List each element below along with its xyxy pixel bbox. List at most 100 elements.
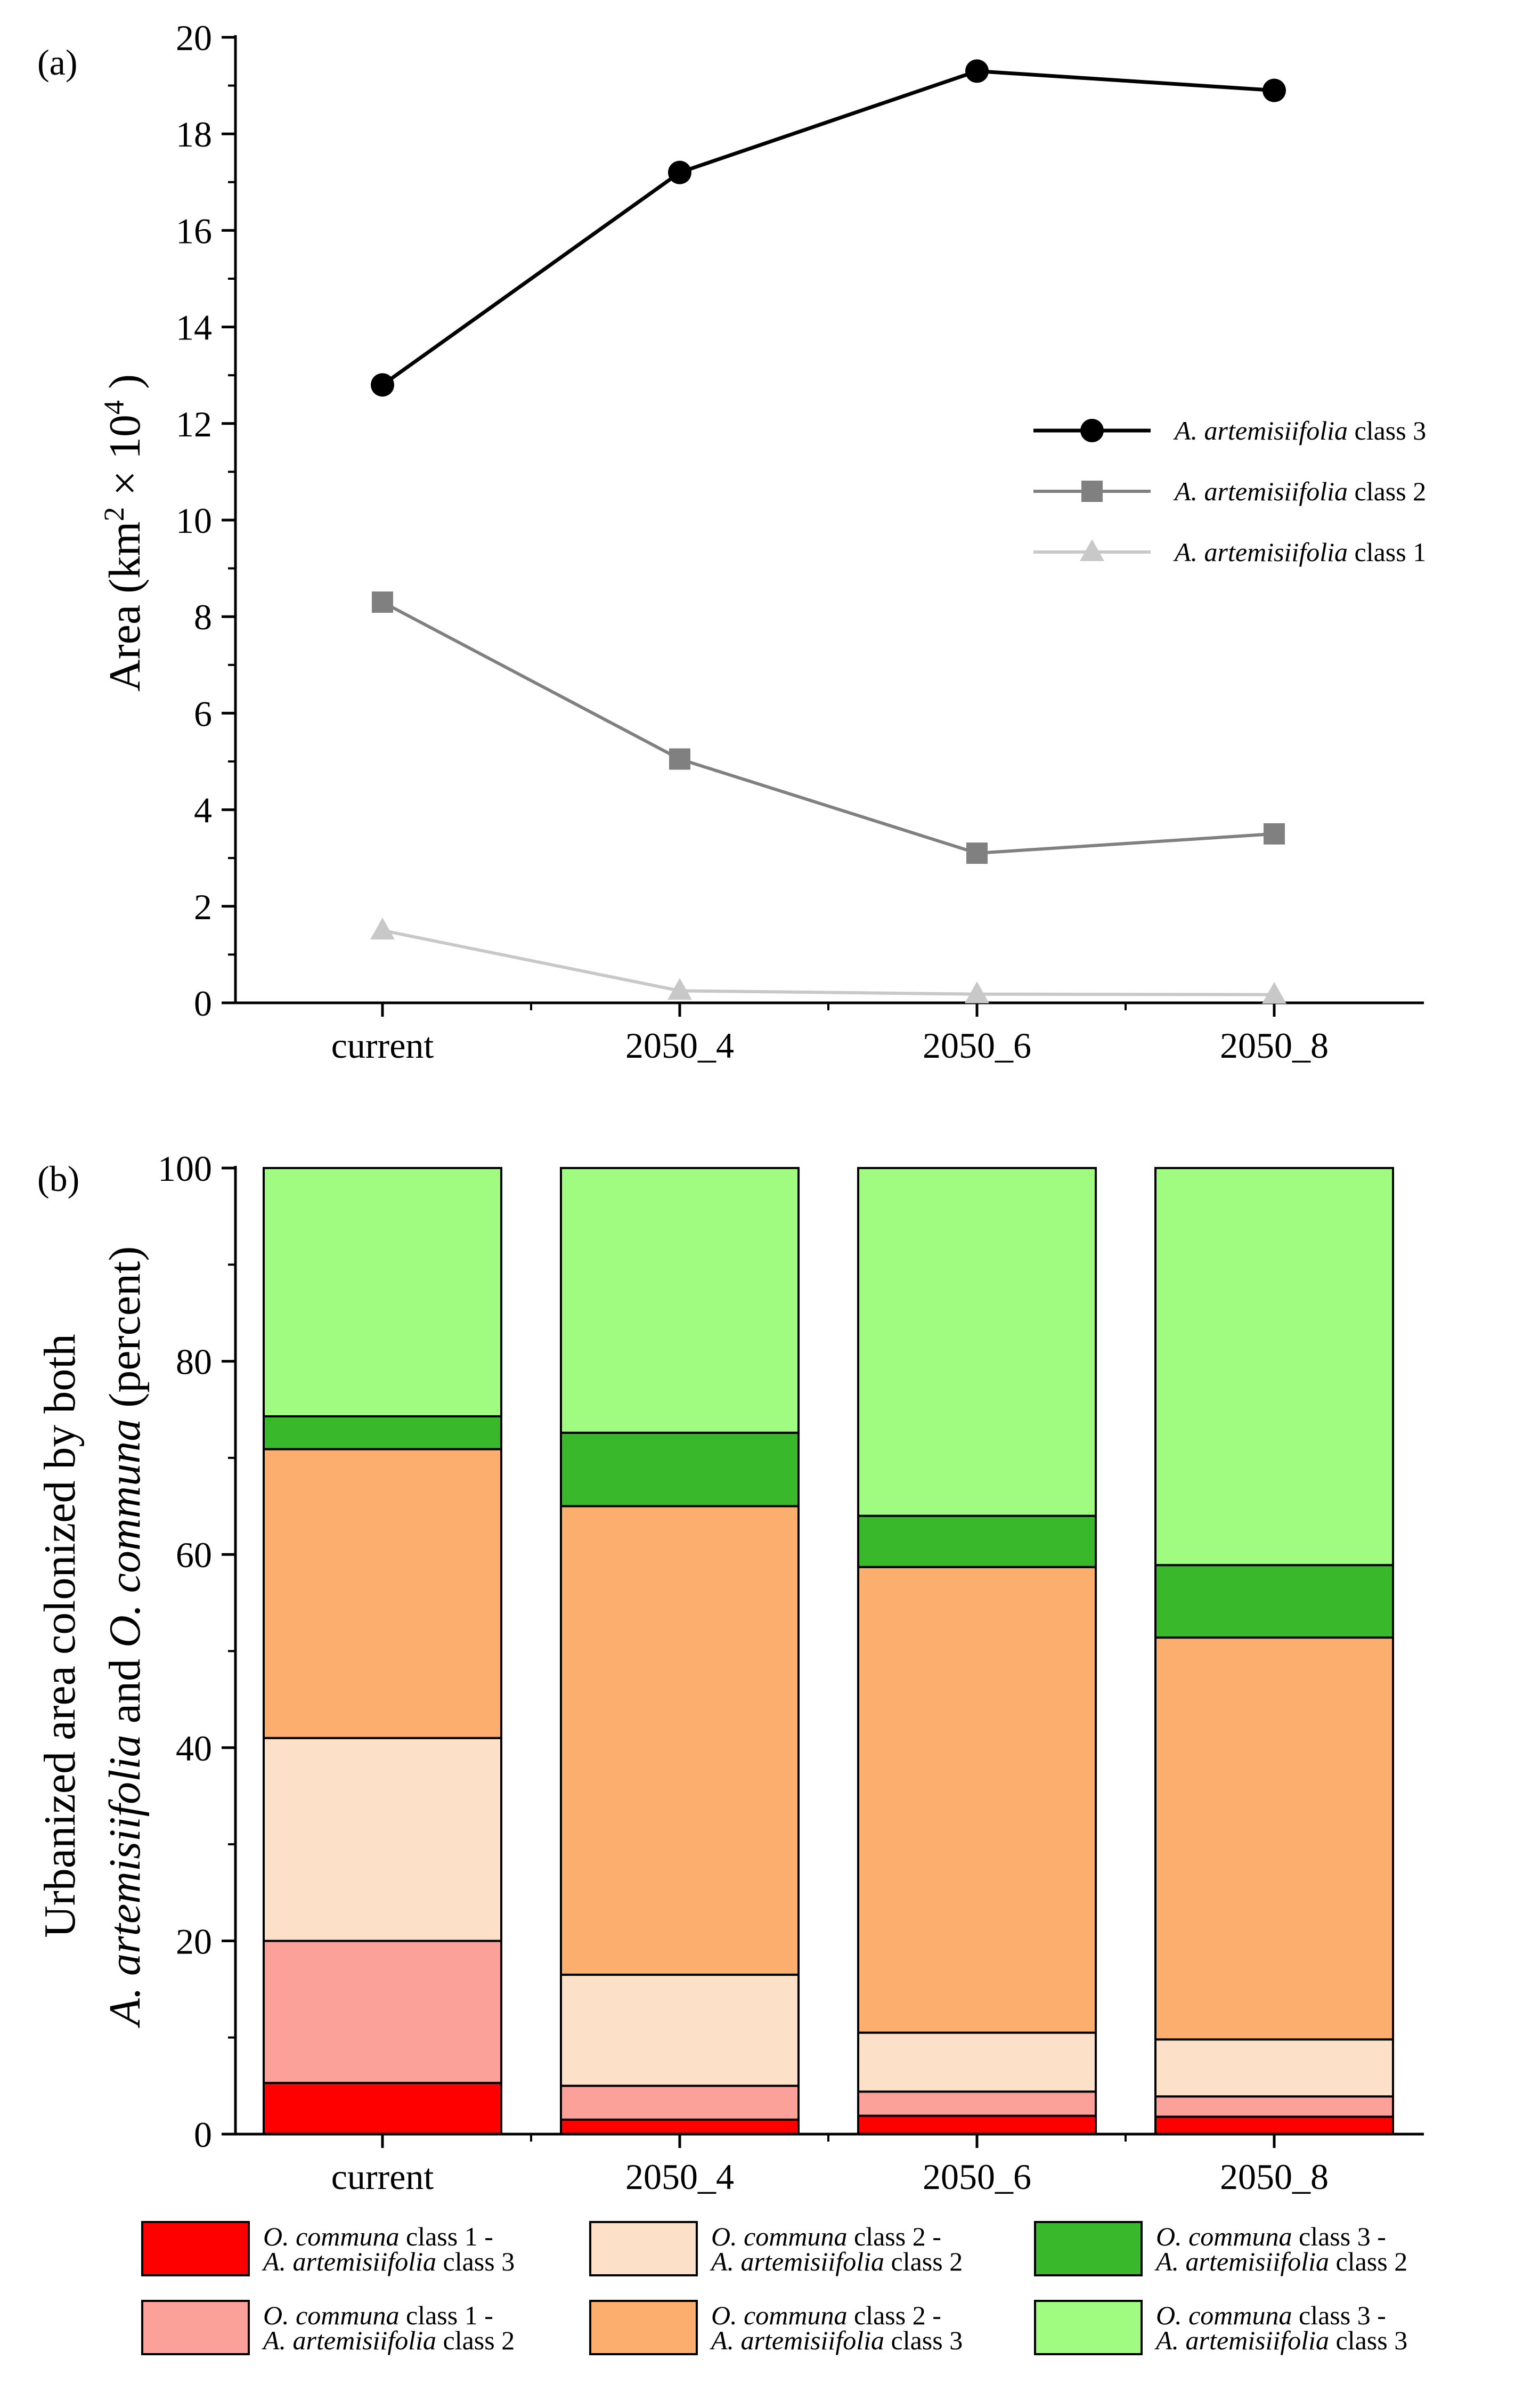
- panel-a-y-tick-label: 6: [194, 693, 212, 734]
- legend-entry: O. communa class 1 -A. artemisiifolia cl…: [141, 2221, 515, 2276]
- data-point: [668, 160, 691, 184]
- legend-swatch: [589, 2221, 698, 2276]
- bar-segment: [1154, 2038, 1394, 2098]
- panel-a-y-tick-label: 14: [176, 307, 212, 348]
- legend-swatch: [589, 2300, 698, 2355]
- data-point: [1262, 78, 1286, 102]
- panel-a-y-tick-label: 16: [176, 210, 212, 251]
- legend-marker: [1080, 419, 1104, 442]
- bar-segment: [263, 1737, 502, 1942]
- bar-segment: [560, 2118, 800, 2135]
- data-point: [966, 842, 988, 864]
- legend-label-line2: A. artemisiifolia class 2: [262, 2325, 515, 2355]
- panel-b-y-tick-label: 40: [176, 1728, 212, 1769]
- bar-segment: [263, 1940, 502, 2084]
- panel-a-y-tick-label: 18: [176, 114, 212, 155]
- data-point: [371, 373, 394, 397]
- panel-a-x-tick-label: current: [331, 1025, 434, 1066]
- legend-entry: O. communa class 1 -A. artemisiifolia cl…: [141, 2300, 515, 2355]
- panel-b-y-tick-label: 80: [176, 1342, 212, 1382]
- bar-segment: [560, 2085, 800, 2121]
- panel-a-label: (a): [37, 42, 77, 83]
- bar-segment: [1154, 1167, 1394, 1567]
- bar-segment: [857, 1566, 1097, 2034]
- panel-a-x-tick-label: 2050_6: [923, 1025, 1031, 1066]
- panel-a-y-axis-title: Area (km2 × 104 ): [98, 374, 150, 692]
- legend-label: A. artemisiifolia class 3: [1173, 416, 1426, 445]
- legend-label-line1: O. communa class 1 -: [263, 2300, 493, 2330]
- panel-b-y-tick-label: 60: [176, 1535, 212, 1575]
- legend-entry: O. communa class 3 -A. artemisiifolia cl…: [1034, 2300, 1407, 2355]
- panel-b-x-tick-label: 2050_8: [1220, 2156, 1329, 2197]
- legend-marker: [1080, 539, 1104, 561]
- bar-segment: [560, 1973, 800, 2087]
- bar-segment: [1154, 2095, 1394, 2118]
- series-line-3: [381, 69, 1275, 387]
- legend-entry: A. artemisiifolia class 1: [1033, 537, 1426, 567]
- panel-b-y-tick-label: 100: [158, 1148, 212, 1189]
- panel-b-stacked-bar-chart: (b) Urbanized area colonized by both A. …: [35, 1148, 1424, 2355]
- series-line-2: [381, 601, 1275, 855]
- data-point: [669, 748, 690, 770]
- legend-label-line2: A. artemisiifolia class 2: [710, 2247, 963, 2276]
- bar-segment: [560, 1505, 800, 1976]
- panel-b-x-tick-label: current: [331, 2156, 434, 2197]
- legend-entry: O. communa class 3 -A. artemisiifolia cl…: [1034, 2221, 1407, 2276]
- data-point: [1264, 823, 1285, 845]
- legend-entry: A. artemisiifolia class 2: [1033, 476, 1426, 506]
- panel-a-y-tick-label: 12: [176, 404, 212, 444]
- legend-marker: [1081, 481, 1103, 502]
- data-point: [1262, 982, 1286, 1004]
- data-point: [667, 978, 692, 1000]
- panel-a-y-tick-label: 2: [194, 887, 212, 927]
- legend-entry: O. communa class 2 -A. artemisiifolia cl…: [589, 2300, 963, 2355]
- legend-entry: A. artemisiifolia class 3: [1033, 416, 1426, 445]
- panel-a-y-tick-label: 10: [176, 500, 212, 541]
- bar-segment: [263, 1448, 502, 1739]
- bar-segment: [857, 1514, 1097, 1568]
- panel-b-y-tick-label: 20: [176, 1921, 212, 1961]
- panel-a-x-tick-label: 2050_8: [1220, 1025, 1329, 1066]
- bar-segment: [263, 2081, 502, 2135]
- panel-b-y-axis-title-line2: A. artemisiifolia and O. communa (percen…: [100, 1246, 150, 2029]
- panel-b-x-tick-label: 2050_4: [625, 2156, 734, 2197]
- panel-a-legend: A. artemisiifolia class 3 A. artemisiifol…: [1033, 416, 1426, 567]
- legend-label-line2: A. artemisiifolia class 2: [1154, 2247, 1407, 2276]
- bar-segment: [857, 2090, 1097, 2117]
- legend-swatch: [1034, 2300, 1143, 2355]
- legend-label-line1: O. communa class 3 -: [1156, 2300, 1386, 2330]
- legend-entry: O. communa class 2 -A. artemisiifolia cl…: [589, 2221, 963, 2276]
- data-point: [965, 981, 989, 1003]
- panel-a-y-tick-label: 8: [194, 597, 212, 637]
- legend-swatch: [141, 2221, 250, 2276]
- legend-label-line1: O. communa class 2 -: [711, 2221, 941, 2251]
- panel-a-y-tick-label: 4: [194, 790, 212, 831]
- legend-swatch: [141, 2300, 250, 2355]
- series-line-1: [382, 929, 1275, 996]
- panel-b-y-axis-title-line1: Urbanized area colonized by both: [35, 1334, 85, 1938]
- legend-label-line1: O. communa class 1 -: [263, 2221, 493, 2251]
- legend-label: A. artemisiifolia class 1: [1173, 537, 1426, 567]
- panel-b-x-tick-label: 2050_6: [923, 2156, 1031, 2197]
- data-point: [965, 59, 989, 83]
- bar-segment: [560, 1431, 800, 1507]
- legend-swatch: [1034, 2221, 1143, 2276]
- bar-segment: [1154, 2115, 1394, 2135]
- legend-label-line1: O. communa class 2 -: [711, 2300, 941, 2330]
- bar-segment: [857, 2114, 1097, 2135]
- panel-a-line-chart: (a) Area (km2 × 104 ) 0 2 4 6 8 10 12 14 16 18 20 c…: [37, 18, 1426, 1066]
- panel-a-y-tick-label: 0: [194, 983, 212, 1024]
- bar-segment: [263, 1167, 502, 1417]
- legend-label-line2: A. artemisiifolia class 3: [710, 2325, 963, 2355]
- bar-segment: [560, 1167, 800, 1434]
- legend-label-line2: A. artemisiifolia class 3: [262, 2247, 515, 2276]
- bar-segment: [263, 1415, 502, 1450]
- bar-segment: [857, 2031, 1097, 2093]
- data-point: [372, 591, 393, 613]
- legend-label-line1: O. communa class 3 -: [1156, 2221, 1386, 2251]
- data-point: [370, 918, 395, 940]
- panel-a-x-tick-label: 2050_4: [625, 1025, 734, 1066]
- bar-segment: [857, 1167, 1097, 1517]
- panel-b-y-tick-label: 0: [194, 2114, 212, 2155]
